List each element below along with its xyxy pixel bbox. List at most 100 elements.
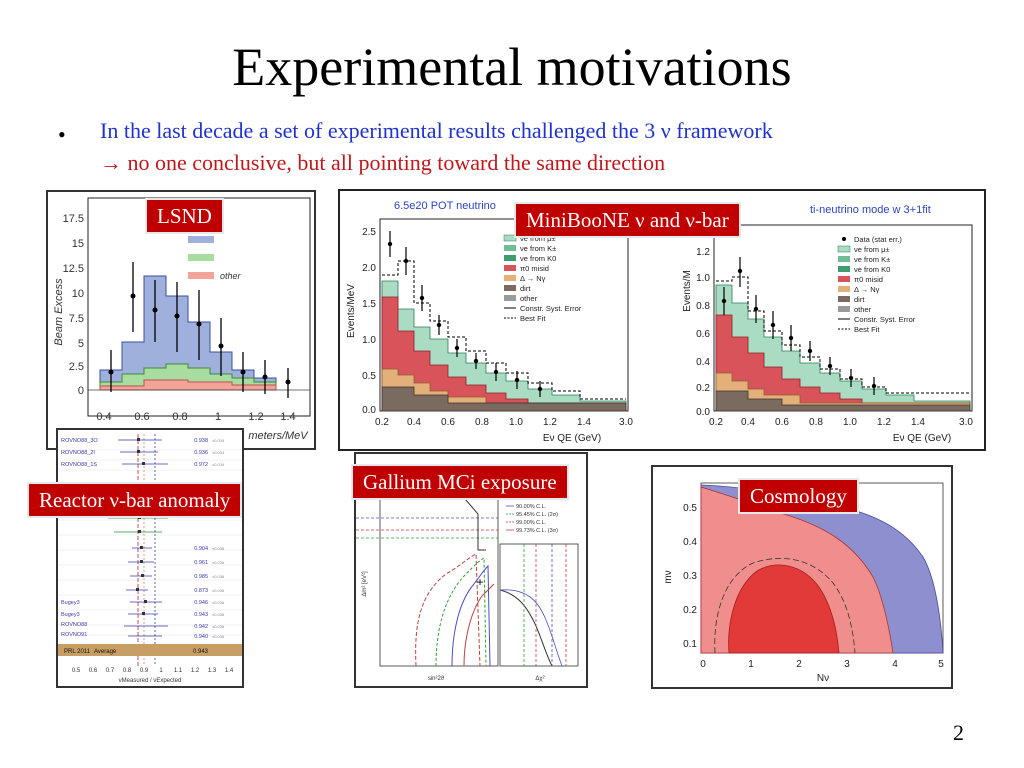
svg-text:±0.034: ±0.034	[212, 450, 225, 455]
reactor-xtick: 0.6	[89, 668, 98, 674]
miniboone-right-xtick: 0.2	[709, 417, 723, 428]
miniboone-legend-item: νe from K±	[520, 244, 556, 253]
bullet-line-2: → no one conclusive, but all pointing to…	[100, 150, 665, 176]
reactor-average-label: Average	[94, 649, 117, 655]
svg-text:±0.036: ±0.036	[212, 588, 225, 593]
miniboone-right-xtick: 0.4	[741, 417, 755, 428]
lsnd-ytick: 2.5	[69, 361, 84, 373]
reactor-row-label: Bugey3	[61, 612, 80, 618]
reactor-value: 0.942	[194, 624, 208, 630]
reactor-xtick: 0.7	[106, 668, 115, 674]
gallium-label: Gallium MCi exposure	[351, 464, 569, 501]
bullet-line-1: In the last decade a set of experimental…	[100, 118, 773, 143]
gallium-legend-item: 99.73% C.L. (3σ)	[516, 528, 558, 534]
miniboone-left-xtick: 0.2	[375, 417, 389, 428]
miniboone-right-xtick: 1.2	[877, 417, 891, 428]
reactor-value: 0.938	[194, 438, 208, 444]
miniboone-right-ytick: 1.2	[696, 247, 710, 258]
miniboone-legend-item: π0 misid	[854, 275, 883, 284]
miniboone-legend-item: Best Fit	[520, 314, 546, 323]
lsnd-label: LSND	[145, 198, 224, 235]
reactor-xtick: 1	[159, 668, 163, 674]
miniboone-right-ytick: 1.0	[696, 273, 710, 284]
miniboone-right-ytick: 0.0	[696, 407, 710, 418]
reactor-value: 0.943	[194, 612, 208, 618]
reactor-xtick: 1.4	[225, 668, 234, 674]
reactor-xtick: 1.3	[208, 668, 217, 674]
miniboone-left-xtick: 0.4	[407, 417, 421, 428]
lsnd-xtick: 1	[215, 411, 221, 423]
reactor-value: 0.873	[194, 588, 208, 594]
cosmology-xlabel: Nν	[817, 673, 829, 684]
svg-text:±0.036: ±0.036	[212, 574, 225, 579]
miniboone-right-ytick: 0.2	[696, 383, 710, 394]
miniboone-left-xtick: 1.0	[509, 417, 523, 428]
miniboone-right-xtick: 1.0	[843, 417, 857, 428]
gallium-legend-item: 99.00% C.L.	[516, 520, 547, 526]
lsnd-xlabel: meters/MeV	[248, 430, 309, 442]
miniboone-right-ylabel: Events/M	[682, 270, 693, 312]
miniboone-left-ytick: 2.5	[362, 227, 376, 238]
lsnd-ytick: 5	[78, 338, 84, 350]
svg-text:±0.034: ±0.034	[212, 438, 225, 443]
reactor-value: 0.961	[194, 560, 208, 566]
miniboone-legend-item: νe from μ±	[520, 234, 556, 243]
reactor-row-label: ROVNO88_1S	[61, 462, 97, 468]
miniboone-left-ytick: 2.0	[362, 263, 376, 274]
lsnd-ytick: 17.5	[63, 213, 84, 225]
lsnd-ytick: 15	[72, 238, 84, 250]
miniboone-left-xtick: 1.4	[577, 417, 591, 428]
miniboone-legend-item: other	[854, 305, 872, 314]
miniboone-legend-item: νe from K±	[854, 255, 890, 264]
miniboone-legend-item: νe from K0	[854, 265, 890, 274]
cosmology-panel: 0.5 0.4 0.3 0.2 0.1 0 1 2 3 4 5 mν Nν	[651, 465, 953, 689]
gallium-x2label: Δχ²	[535, 676, 544, 682]
arrow-icon: →	[100, 150, 122, 175]
slide-title: Experimental motivations	[232, 37, 792, 97]
miniboone-legend-item: dirt	[854, 295, 865, 304]
miniboone-label: MiniBooNE ν and ν-bar	[514, 202, 741, 239]
svg-text:±0.034: ±0.034	[212, 462, 225, 467]
reactor-xtick: 0.8	[123, 668, 132, 674]
miniboone-left-xtick: 0.8	[475, 417, 489, 428]
lsnd-ytick: 0	[78, 385, 84, 397]
cosmology-xtick: 0	[700, 659, 706, 670]
reactor-xtick: 1.1	[174, 668, 183, 674]
miniboone-right-ytick: 0.6	[696, 329, 710, 340]
svg-text:±0.036: ±0.036	[212, 624, 225, 629]
reactor-xtick: 0.5	[72, 668, 81, 674]
reactor-panel: ROVNO88_3O ROVNO88_2I ROVNO88_1S ROVNO88…	[56, 428, 244, 688]
miniboone-left-xlabel: Eν QE (GeV)	[543, 433, 601, 444]
svg-text:±0.036: ±0.036	[212, 600, 225, 605]
reactor-label: Reactor ν-bar anomaly	[27, 482, 243, 519]
miniboone-right-xtick: 0.8	[809, 417, 823, 428]
reactor-row-label: ROVNO88	[61, 622, 87, 628]
svg-text:PRL 2011: PRL 2011	[64, 649, 91, 655]
lsnd-ylabel: Beam Excess	[53, 278, 65, 346]
cosmology-xtick: 2	[796, 659, 802, 670]
cosmology-ytick: 0.2	[683, 605, 697, 616]
miniboone-left-title: 6.5e20 POT neutrino	[394, 200, 496, 212]
lsnd-xtick: 0.4	[96, 411, 111, 423]
gallium-xlabel: sin²2ϑ	[428, 676, 445, 682]
reactor-row-label: ROVNO88_3O	[61, 438, 98, 444]
cosmology-ytick: 0.3	[683, 571, 697, 582]
cosmology-ytick: 0.1	[683, 639, 697, 650]
gallium-legend-item: 90.00% C.L.	[516, 504, 547, 510]
cosmology-xtick: 5	[938, 659, 944, 670]
svg-text:±0.036: ±0.036	[212, 612, 225, 617]
miniboone-left-ytick: 0.0	[362, 405, 376, 416]
bullet-dot: •	[58, 122, 66, 147]
bullet-line-2-text: no one conclusive, but all pointing towa…	[127, 150, 666, 175]
svg-text:±0.036: ±0.036	[212, 560, 225, 565]
miniboone-legend-item: Δ → Nγ	[520, 274, 546, 283]
cosmology-ytick: 0.4	[683, 537, 697, 548]
reactor-value: 0.904	[194, 546, 208, 552]
lsnd-legend-other: other	[220, 271, 242, 281]
miniboone-legend-item: Best Fit	[854, 325, 880, 334]
miniboone-left-ytick: 0.5	[362, 371, 376, 382]
lsnd-ytick: 7.5	[69, 313, 84, 325]
svg-text:±0.036: ±0.036	[212, 546, 225, 551]
cosmology-xtick: 3	[844, 659, 850, 670]
miniboone-right-title: ti-neutrino mode w 3+1fit	[810, 204, 931, 216]
